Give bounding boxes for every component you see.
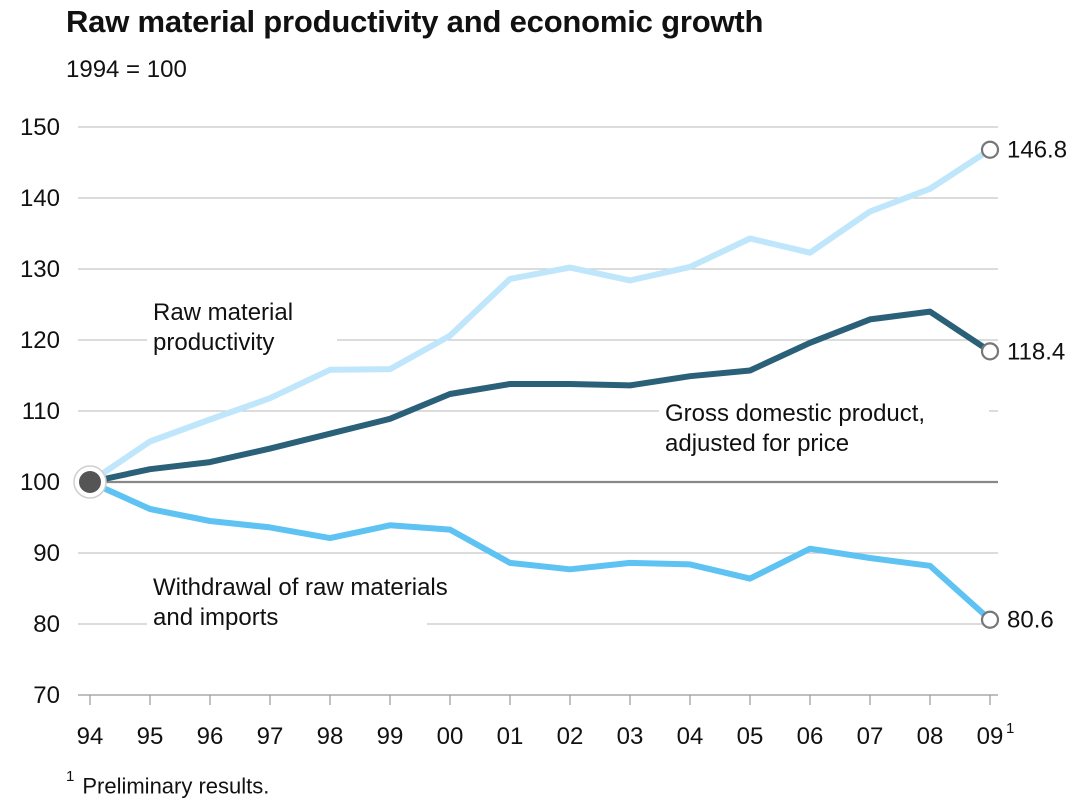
x-tick-label-96: 96 xyxy=(197,723,224,750)
y-tick-label-100: 100 xyxy=(20,469,60,496)
end-marker-1 xyxy=(980,342,1000,361)
y-tick-label-140: 140 xyxy=(20,185,60,212)
series-line-1 xyxy=(87,308,993,485)
x-tick-label-07: 07 xyxy=(857,723,884,750)
series-label-1-line-1: adjusted for price xyxy=(665,430,849,457)
y-tick-label-130: 130 xyxy=(20,256,60,283)
chart-title: Raw material productivity and economic g… xyxy=(66,4,764,39)
start-marker-dot xyxy=(79,471,101,493)
series-label-bg-2 xyxy=(147,569,427,635)
end-value-label-0: 146.8 xyxy=(1007,137,1067,164)
x-tick-label-01: 01 xyxy=(497,723,524,750)
y-tick-label-120: 120 xyxy=(20,327,60,354)
y-tick-label-150: 150 xyxy=(20,114,60,141)
series-label-2-line-0: Withdrawal of raw materials xyxy=(153,574,448,601)
y-tick-label-80: 80 xyxy=(33,611,60,638)
x-tick-label-05: 05 xyxy=(737,723,764,750)
series-label-1-line-0: Gross domestic product, xyxy=(665,400,925,427)
series-label-2-line-1: and imports xyxy=(153,604,278,631)
chart-subtitle: 1994 = 100 xyxy=(66,56,187,83)
end-marker-0 xyxy=(980,140,1000,159)
end-value-label-1: 118.4 xyxy=(1007,338,1065,365)
footnote-text: Preliminary results. xyxy=(82,773,270,799)
end-marker-2 xyxy=(980,610,1000,629)
x-tick-label-09: 09 xyxy=(977,723,1004,750)
x-tick-label-94: 94 xyxy=(77,723,104,750)
y-tick-label-90: 90 xyxy=(33,540,60,567)
series-line-0 xyxy=(87,146,993,485)
x-tick-label-06: 06 xyxy=(797,723,824,750)
series-label-0-line-1: productivity xyxy=(153,329,274,356)
footnote: 1 Preliminary results. xyxy=(66,768,270,799)
x-tick-label-00: 00 xyxy=(437,723,464,750)
x-tick-footnote-marker: 1 xyxy=(1006,720,1014,737)
series-label-bg-0 xyxy=(147,294,337,360)
footnote-marker: 1 xyxy=(66,768,75,785)
end-value-label-2: 80.6 xyxy=(1007,607,1054,634)
point-markers: 146.8 118.4 80.6 xyxy=(73,137,1067,634)
x-tick-label-99: 99 xyxy=(377,723,404,750)
x-tick-label-03: 03 xyxy=(617,723,644,750)
y-tick-label-110: 110 xyxy=(22,398,60,425)
x-tick-label-08: 08 xyxy=(917,723,944,750)
series-label-bg-1 xyxy=(659,395,989,461)
y-tick-label-70: 70 xyxy=(33,682,60,709)
series-labels: Raw material productivity Gross domestic p… xyxy=(147,294,989,635)
x-tick-label-04: 04 xyxy=(677,723,704,750)
series-lines xyxy=(87,146,993,623)
x-tick-label-98: 98 xyxy=(317,723,344,750)
series-label-0-line-0: Raw material xyxy=(153,299,293,326)
x-tick-label-02: 02 xyxy=(557,723,584,750)
x-tick-label-97: 97 xyxy=(257,723,284,750)
x-tick-label-95: 95 xyxy=(137,723,164,750)
series-line-2 xyxy=(87,479,993,623)
x-axis: 94 95 96 97 98 99 00 01 02 03 04 05 06 07 08 09 1 xyxy=(77,695,1014,750)
